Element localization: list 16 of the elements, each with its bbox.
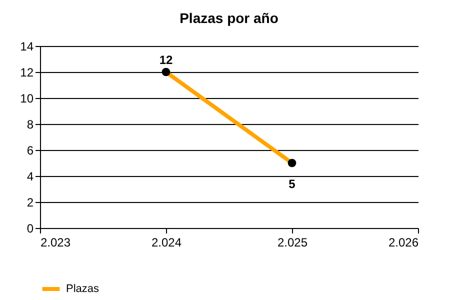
legend-label: Plazas xyxy=(66,283,100,295)
y-tick-label: 4 xyxy=(26,170,34,184)
chart-title: Plazas por año xyxy=(180,10,278,26)
y-tick-label: 8 xyxy=(26,118,34,132)
y-tick-label: 14 xyxy=(20,40,34,54)
x-tick-label: 2.023 xyxy=(40,236,71,250)
data-label: 12 xyxy=(159,53,173,67)
y-tick-label: 10 xyxy=(20,92,34,106)
y-tick-label: 2 xyxy=(26,196,34,210)
y-tick-label: 6 xyxy=(26,144,34,158)
x-tick-label: 2.026 xyxy=(388,236,419,250)
y-tick-label: 12 xyxy=(20,66,34,80)
x-tick-label: 2.024 xyxy=(151,236,182,250)
data-label: 5 xyxy=(288,177,296,191)
y-tick-label: 0 xyxy=(26,222,34,236)
x-tick-label: 2.025 xyxy=(277,236,308,250)
